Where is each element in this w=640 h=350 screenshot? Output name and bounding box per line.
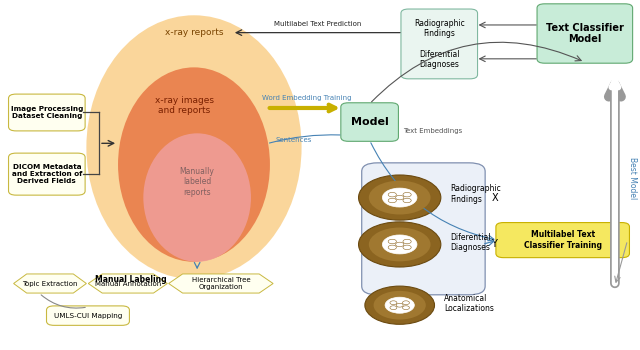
Text: Manual Labeling: Manual Labeling bbox=[95, 275, 166, 284]
Circle shape bbox=[358, 222, 441, 267]
Text: X: X bbox=[492, 193, 498, 203]
Text: Radiographic
Findings: Radiographic Findings bbox=[451, 184, 501, 204]
Circle shape bbox=[365, 286, 435, 324]
Text: UMLS-CUI Mapping: UMLS-CUI Mapping bbox=[54, 313, 122, 318]
Circle shape bbox=[388, 198, 396, 203]
Circle shape bbox=[403, 245, 412, 250]
Text: DICOM Metadata
and Extraction of
Derived Fields: DICOM Metadata and Extraction of Derived… bbox=[12, 164, 82, 184]
FancyBboxPatch shape bbox=[341, 103, 399, 141]
Polygon shape bbox=[88, 274, 168, 293]
Circle shape bbox=[403, 301, 410, 304]
Circle shape bbox=[385, 297, 414, 313]
Text: Text Embeddings: Text Embeddings bbox=[403, 128, 462, 134]
Text: x-ray reports: x-ray reports bbox=[164, 28, 223, 37]
Circle shape bbox=[374, 291, 426, 320]
FancyBboxPatch shape bbox=[362, 163, 485, 295]
Text: Text Classifier
Model: Text Classifier Model bbox=[546, 23, 624, 44]
Text: Y: Y bbox=[492, 239, 497, 250]
Circle shape bbox=[396, 195, 404, 200]
Ellipse shape bbox=[143, 133, 251, 262]
Text: Radiographic
Findings

Diferential
Diagnoses: Radiographic Findings Diferential Diagno… bbox=[414, 19, 465, 69]
Text: Multilabel Text
Classifier Training: Multilabel Text Classifier Training bbox=[524, 230, 602, 250]
Text: Multilabel Text Prediction: Multilabel Text Prediction bbox=[274, 21, 361, 27]
Text: Image Processing
Dataset Cleaning: Image Processing Dataset Cleaning bbox=[11, 106, 83, 119]
Circle shape bbox=[388, 239, 396, 244]
Circle shape bbox=[396, 242, 404, 247]
Text: Manually
labeled
reports: Manually labeled reports bbox=[180, 167, 214, 197]
Circle shape bbox=[396, 303, 403, 307]
Circle shape bbox=[358, 175, 441, 220]
FancyBboxPatch shape bbox=[8, 153, 85, 195]
Circle shape bbox=[369, 181, 431, 215]
Circle shape bbox=[383, 188, 417, 207]
Circle shape bbox=[403, 193, 412, 197]
FancyBboxPatch shape bbox=[537, 4, 632, 63]
FancyBboxPatch shape bbox=[496, 223, 630, 258]
Text: Anatomical
Localizations: Anatomical Localizations bbox=[444, 294, 494, 313]
Circle shape bbox=[388, 245, 396, 250]
FancyBboxPatch shape bbox=[401, 9, 477, 79]
Text: Diferential
Diagnoses: Diferential Diagnoses bbox=[451, 233, 491, 252]
Circle shape bbox=[390, 306, 397, 310]
FancyBboxPatch shape bbox=[8, 94, 85, 131]
Text: x-ray images
and reports: x-ray images and reports bbox=[155, 96, 214, 115]
Text: Best Model: Best Model bbox=[628, 158, 637, 199]
Circle shape bbox=[388, 193, 396, 197]
FancyBboxPatch shape bbox=[47, 306, 129, 326]
Text: Topic Extraction: Topic Extraction bbox=[22, 280, 77, 287]
Text: Sentences: Sentences bbox=[275, 137, 312, 143]
Circle shape bbox=[403, 306, 410, 310]
Polygon shape bbox=[13, 274, 86, 293]
Circle shape bbox=[403, 239, 412, 244]
Circle shape bbox=[390, 301, 397, 304]
Circle shape bbox=[369, 228, 431, 261]
Polygon shape bbox=[169, 274, 273, 293]
Circle shape bbox=[383, 235, 417, 254]
Text: Hierarchical Tree
Organization: Hierarchical Tree Organization bbox=[191, 277, 250, 290]
Ellipse shape bbox=[86, 15, 301, 279]
Text: Manual Annotation: Manual Annotation bbox=[95, 280, 161, 287]
Text: Word Embedding Training: Word Embedding Training bbox=[262, 95, 351, 101]
Text: Model: Model bbox=[351, 117, 388, 127]
Circle shape bbox=[403, 198, 412, 203]
Ellipse shape bbox=[118, 67, 270, 262]
